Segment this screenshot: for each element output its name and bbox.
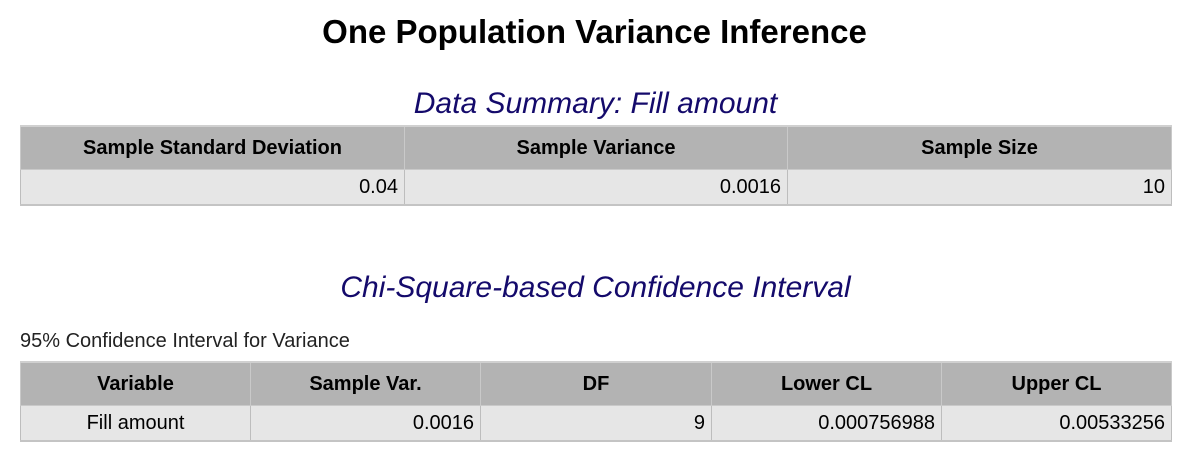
table-header-row: Variable Sample Var. DF Lower CL Upper C… <box>20 361 1172 406</box>
confidence-interval-table: Variable Sample Var. DF Lower CL Upper C… <box>20 361 1172 442</box>
sample-variance-value: 0.0016 <box>404 169 788 206</box>
column-header-upper-cl: Upper CL <box>941 361 1172 406</box>
table-row: 0.04 0.0016 10 <box>20 169 1172 206</box>
df-value: 9 <box>480 405 712 442</box>
column-header-sample-variance: Sample Variance <box>404 125 788 170</box>
table-row: Fill amount 0.0016 9 0.000756988 0.00533… <box>20 405 1172 442</box>
confidence-interval-heading: Chi-Square-based Confidence Interval <box>340 271 851 304</box>
sample-size-value: 10 <box>787 169 1172 206</box>
confidence-interval-caption: 95% Confidence Interval for Variance <box>20 330 350 352</box>
column-header-lower-cl: Lower CL <box>711 361 942 406</box>
column-header-sample-size: Sample Size <box>787 125 1172 170</box>
data-summary-table: Sample Standard Deviation Sample Varianc… <box>20 125 1172 206</box>
upper-cl-value: 0.00533256 <box>941 405 1172 442</box>
page-title: One Population Variance Inference <box>322 13 867 50</box>
column-header-sample-std-dev: Sample Standard Deviation <box>20 125 405 170</box>
lower-cl-value: 0.000756988 <box>711 405 942 442</box>
column-header-variable: Variable <box>20 361 251 406</box>
data-summary-heading: Data Summary: Fill amount <box>413 87 778 120</box>
column-header-df: DF <box>480 361 712 406</box>
column-header-sample-var: Sample Var. <box>250 361 481 406</box>
table-header-row: Sample Standard Deviation Sample Varianc… <box>20 125 1172 170</box>
variable-value: Fill amount <box>20 405 251 442</box>
sample-var-value: 0.0016 <box>250 405 481 442</box>
sample-std-dev-value: 0.04 <box>20 169 405 206</box>
